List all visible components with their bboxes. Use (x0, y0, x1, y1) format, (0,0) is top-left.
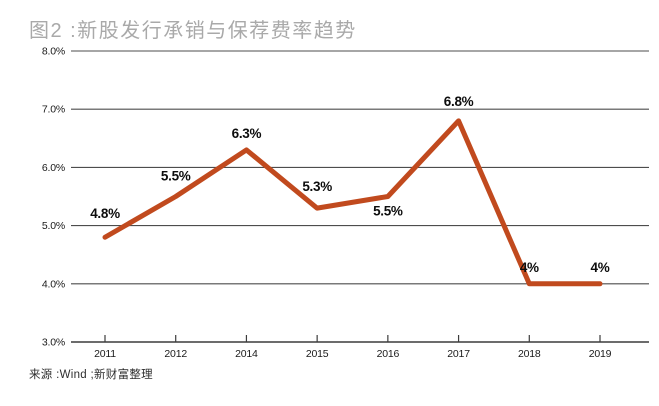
data-label: 5.5% (161, 169, 191, 184)
chart-title: 图2 :新股发行承销与保荐费率趋势 (29, 20, 357, 42)
trend-line (102, 118, 603, 287)
x-tick-label: 2015 (306, 348, 329, 360)
source-note: 来源 :Wind ;新财富整理 (29, 369, 153, 381)
x-tick-label: 2019 (589, 348, 612, 360)
data-label: 6.8% (444, 94, 474, 109)
x-tick-label: 2014 (235, 348, 258, 360)
data-label: 4% (520, 260, 539, 275)
y-tick-label: 3.0% (42, 337, 65, 349)
x-tick-label: 2011 (94, 348, 116, 360)
y-tick-label: 4.0% (42, 278, 65, 290)
data-label: 4% (591, 260, 610, 275)
y-tick-label: 7.0% (42, 104, 65, 116)
data-label: 4.8% (90, 206, 120, 221)
x-tick-label: 2017 (447, 348, 470, 360)
x-tick-label: 2016 (377, 348, 400, 360)
y-tick-label: 5.0% (42, 220, 65, 232)
y-tick-label: 8.0% (42, 46, 65, 58)
x-tick-label: 2018 (518, 348, 541, 360)
data-label: 5.3% (302, 179, 332, 194)
x-tick-label: 2012 (164, 348, 187, 360)
data-label: 6.3% (232, 126, 262, 141)
data-label: 5.5% (373, 204, 403, 219)
y-tick-label: 6.0% (42, 162, 65, 174)
